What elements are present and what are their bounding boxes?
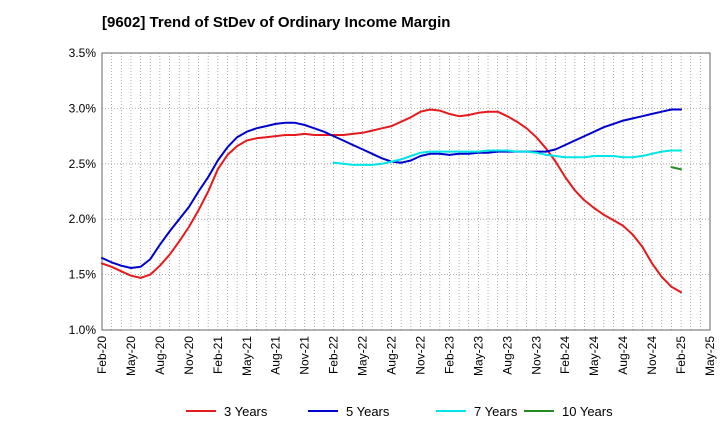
- x-tick-label: Nov-20: [182, 336, 196, 375]
- x-tick-label: Feb-21: [211, 336, 225, 374]
- y-tick-label: 3.5%: [69, 46, 97, 60]
- x-tick-label: Feb-20: [95, 336, 109, 374]
- x-tick-label: Nov-24: [645, 336, 659, 375]
- chart-title: [9602] Trend of StDev of Ordinary Income…: [102, 14, 451, 31]
- x-tick-label: Aug-23: [500, 336, 514, 375]
- series-line-7-years: [332, 149, 682, 166]
- x-tick-label: May-22: [356, 336, 370, 376]
- grid: [101, 52, 711, 331]
- x-tick-label: May-25: [703, 336, 717, 376]
- x-tick-label: Nov-21: [298, 336, 312, 375]
- x-tick-label: Aug-20: [153, 336, 167, 375]
- legend-label-7-years: 7 Years: [474, 404, 518, 419]
- x-tick-label: Nov-22: [413, 336, 427, 375]
- y-tick-label: 1.0%: [69, 323, 97, 337]
- x-tick-label: Feb-24: [558, 336, 572, 374]
- series-line-10-years: [670, 166, 682, 171]
- x-tick-label: May-23: [471, 336, 485, 376]
- plot-frame: [101, 52, 711, 331]
- legend: 3 Years 5 Years 7 Years 10 Years: [186, 404, 613, 419]
- y-tick-label: 2.5%: [69, 157, 97, 171]
- x-tick-label: Feb-23: [442, 336, 456, 374]
- x-tick-label: Nov-23: [529, 336, 543, 375]
- y-tick-label: 3.0%: [69, 101, 97, 115]
- series-lines: [101, 108, 682, 294]
- y-tick-label: 1.5%: [69, 268, 97, 282]
- x-tick-label: Feb-25: [674, 336, 688, 374]
- x-tick-label: May-24: [587, 336, 601, 376]
- x-tick-label: Aug-22: [385, 336, 399, 375]
- x-tick-label: Aug-24: [616, 336, 630, 375]
- x-tick-label: May-21: [240, 336, 254, 376]
- legend-label-10-years: 10 Years: [562, 404, 613, 419]
- series-line-3-years: [101, 108, 682, 294]
- x-tick-label: May-20: [124, 336, 138, 376]
- axes: 1.0% 1.5% 2.0% 2.5% 3.0% 3.5% Feb-20 May-20 Aug-…: [69, 46, 717, 376]
- legend-label-5-years: 5 Years: [346, 404, 390, 419]
- legend-label-3-years: 3 Years: [224, 404, 268, 419]
- x-tick-label: Feb-22: [327, 336, 341, 374]
- y-tick-label: 2.0%: [69, 212, 97, 226]
- x-tick-label: Aug-21: [269, 336, 283, 375]
